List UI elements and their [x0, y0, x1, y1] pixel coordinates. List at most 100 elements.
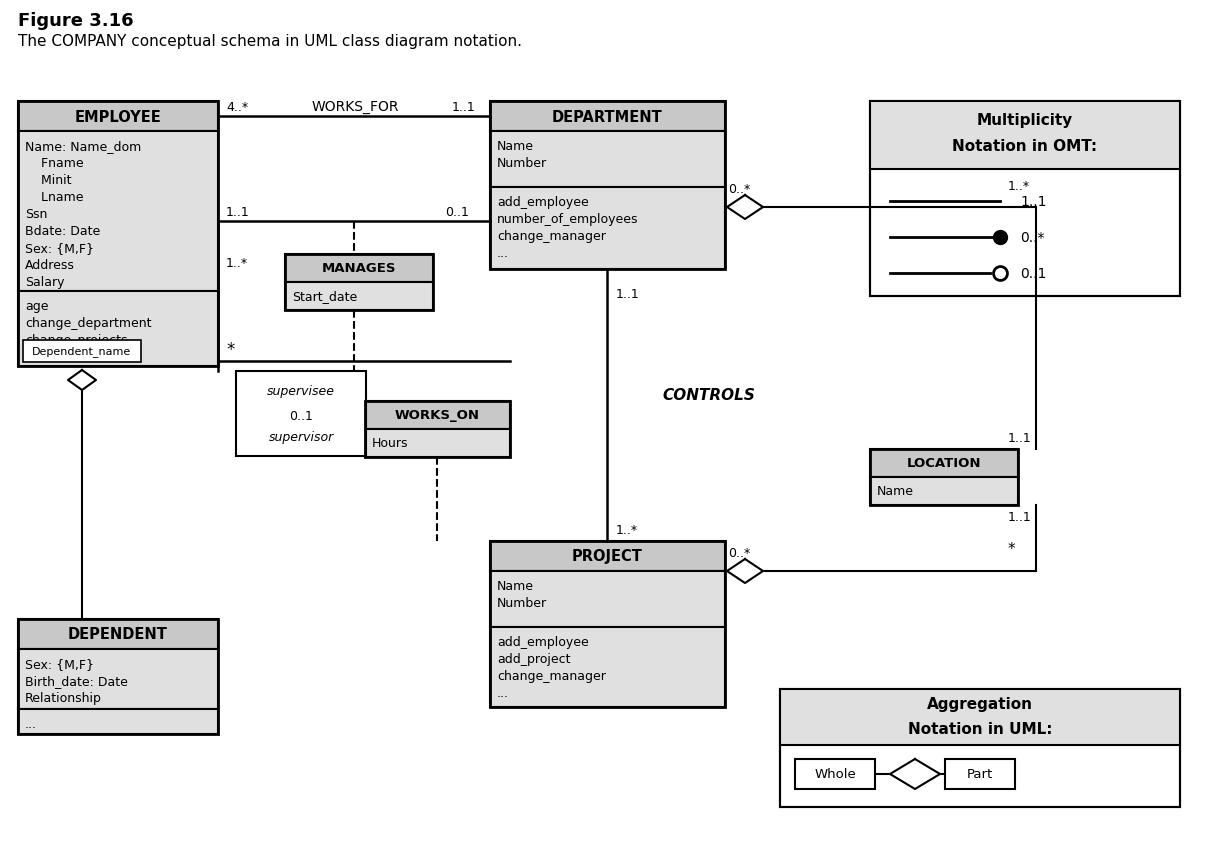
Text: Sex: {M,F}: Sex: {M,F} [25, 242, 94, 255]
Text: add_employee: add_employee [497, 635, 589, 648]
Bar [870, 449, 1018, 478]
Bar [18, 102, 218, 132]
Text: Number: Number [497, 597, 548, 610]
Bar [285, 282, 433, 311]
Bar [490, 628, 725, 707]
Bar [795, 759, 876, 789]
Text: DEPENDENT: DEPENDENT [68, 627, 168, 641]
Text: MANAGES: MANAGES [322, 263, 397, 276]
Text: EMPLOYEE: EMPLOYEE [75, 109, 162, 124]
Text: Figure 3.16: Figure 3.16 [18, 12, 134, 30]
Text: add_project: add_project [497, 653, 570, 666]
Text: change_projects: change_projects [25, 333, 128, 347]
Bar [18, 132, 218, 292]
Text: Whole: Whole [814, 768, 856, 781]
Text: supervisor: supervisor [269, 431, 334, 444]
Bar [870, 102, 1179, 170]
Text: Notation in OMT:: Notation in OMT: [953, 139, 1097, 153]
Bar [490, 132, 725, 188]
Text: 4..*: 4..* [226, 101, 248, 114]
Bar [780, 689, 1179, 807]
Text: Birth_date: Date: Birth_date: Date [25, 674, 128, 687]
Text: 1..1: 1..1 [615, 288, 639, 300]
Text: 0..1: 0..1 [1020, 267, 1047, 281]
Text: The COMPANY conceptual schema in UML class diagram notation.: The COMPANY conceptual schema in UML cla… [18, 34, 522, 49]
Bar [18, 619, 218, 734]
Text: Address: Address [25, 258, 75, 272]
Bar [365, 401, 510, 457]
Text: CONTROLS: CONTROLS [662, 388, 755, 403]
Bar [490, 572, 725, 628]
Bar [490, 542, 725, 572]
Text: 1..1: 1..1 [1020, 195, 1047, 208]
Text: PROJECT: PROJECT [572, 548, 643, 564]
Text: ...: ... [25, 717, 37, 730]
Polygon shape [727, 560, 763, 583]
Text: 1..*: 1..* [1008, 180, 1030, 193]
Bar [870, 102, 1179, 297]
Text: DEPARTMENT: DEPARTMENT [552, 109, 663, 124]
Text: Sex: {M,F}: Sex: {M,F} [25, 657, 94, 670]
Text: age: age [25, 300, 48, 313]
Bar [870, 478, 1018, 505]
Text: Name: Name [497, 579, 534, 592]
Text: LOCATION: LOCATION [907, 457, 982, 470]
Bar [18, 102, 218, 367]
Bar [236, 372, 365, 456]
Bar [18, 649, 218, 709]
Bar [490, 102, 725, 132]
Text: Lname: Lname [25, 191, 83, 204]
Text: Name: Name_dom: Name: Name_dom [25, 139, 141, 152]
Text: *: * [1008, 542, 1015, 556]
Text: change_manager: change_manager [497, 230, 605, 243]
Text: *: * [226, 341, 234, 358]
Polygon shape [890, 759, 939, 789]
Bar [285, 255, 433, 282]
Text: 0..1: 0..1 [445, 206, 469, 219]
Bar [490, 542, 725, 707]
Text: Number: Number [497, 157, 548, 170]
Bar [870, 449, 1018, 505]
Text: WORKS_FOR: WORKS_FOR [311, 100, 399, 114]
Text: Hours: Hours [371, 437, 409, 449]
Text: Part: Part [967, 768, 993, 781]
Bar [18, 292, 218, 367]
Bar [365, 401, 510, 430]
Text: ...: ... [497, 247, 509, 260]
Bar [780, 689, 1179, 745]
Text: Dependent_name: Dependent_name [33, 346, 131, 357]
Text: 1..1: 1..1 [1008, 511, 1032, 523]
Text: Name: Name [877, 485, 914, 498]
Text: Start_date: Start_date [292, 289, 357, 303]
Polygon shape [727, 195, 763, 220]
Text: Name: Name [497, 139, 534, 152]
Text: Bdate: Date: Bdate: Date [25, 225, 100, 238]
Text: Salary: Salary [25, 276, 64, 288]
Text: change_manager: change_manager [497, 669, 605, 682]
Text: Notation in UML:: Notation in UML: [908, 722, 1053, 737]
Bar [780, 689, 1179, 807]
Text: Multiplicity: Multiplicity [977, 113, 1073, 127]
Text: 0..1: 0..1 [289, 409, 312, 422]
Text: 0..*: 0..* [728, 547, 750, 560]
Bar [870, 102, 1179, 297]
Text: WORKS_ON: WORKS_ON [396, 409, 480, 422]
Text: 1..*: 1..* [615, 523, 638, 536]
Text: 1..1: 1..1 [1008, 431, 1032, 444]
Bar [946, 759, 1015, 789]
Text: Fname: Fname [25, 157, 83, 170]
Bar [365, 430, 510, 457]
Bar [490, 102, 725, 269]
Text: ...: ... [25, 350, 37, 363]
Text: Relationship: Relationship [25, 691, 101, 704]
Text: Ssn: Ssn [25, 208, 47, 220]
Text: Minit: Minit [25, 174, 71, 187]
Text: 1..*: 1..* [226, 257, 248, 269]
Bar [23, 341, 141, 362]
Text: 0..*: 0..* [1020, 231, 1044, 245]
Bar [18, 619, 218, 649]
Text: add_employee: add_employee [497, 195, 589, 208]
Text: 0..*: 0..* [728, 183, 750, 195]
Text: change_department: change_department [25, 317, 152, 330]
Text: Aggregation: Aggregation [927, 697, 1034, 712]
